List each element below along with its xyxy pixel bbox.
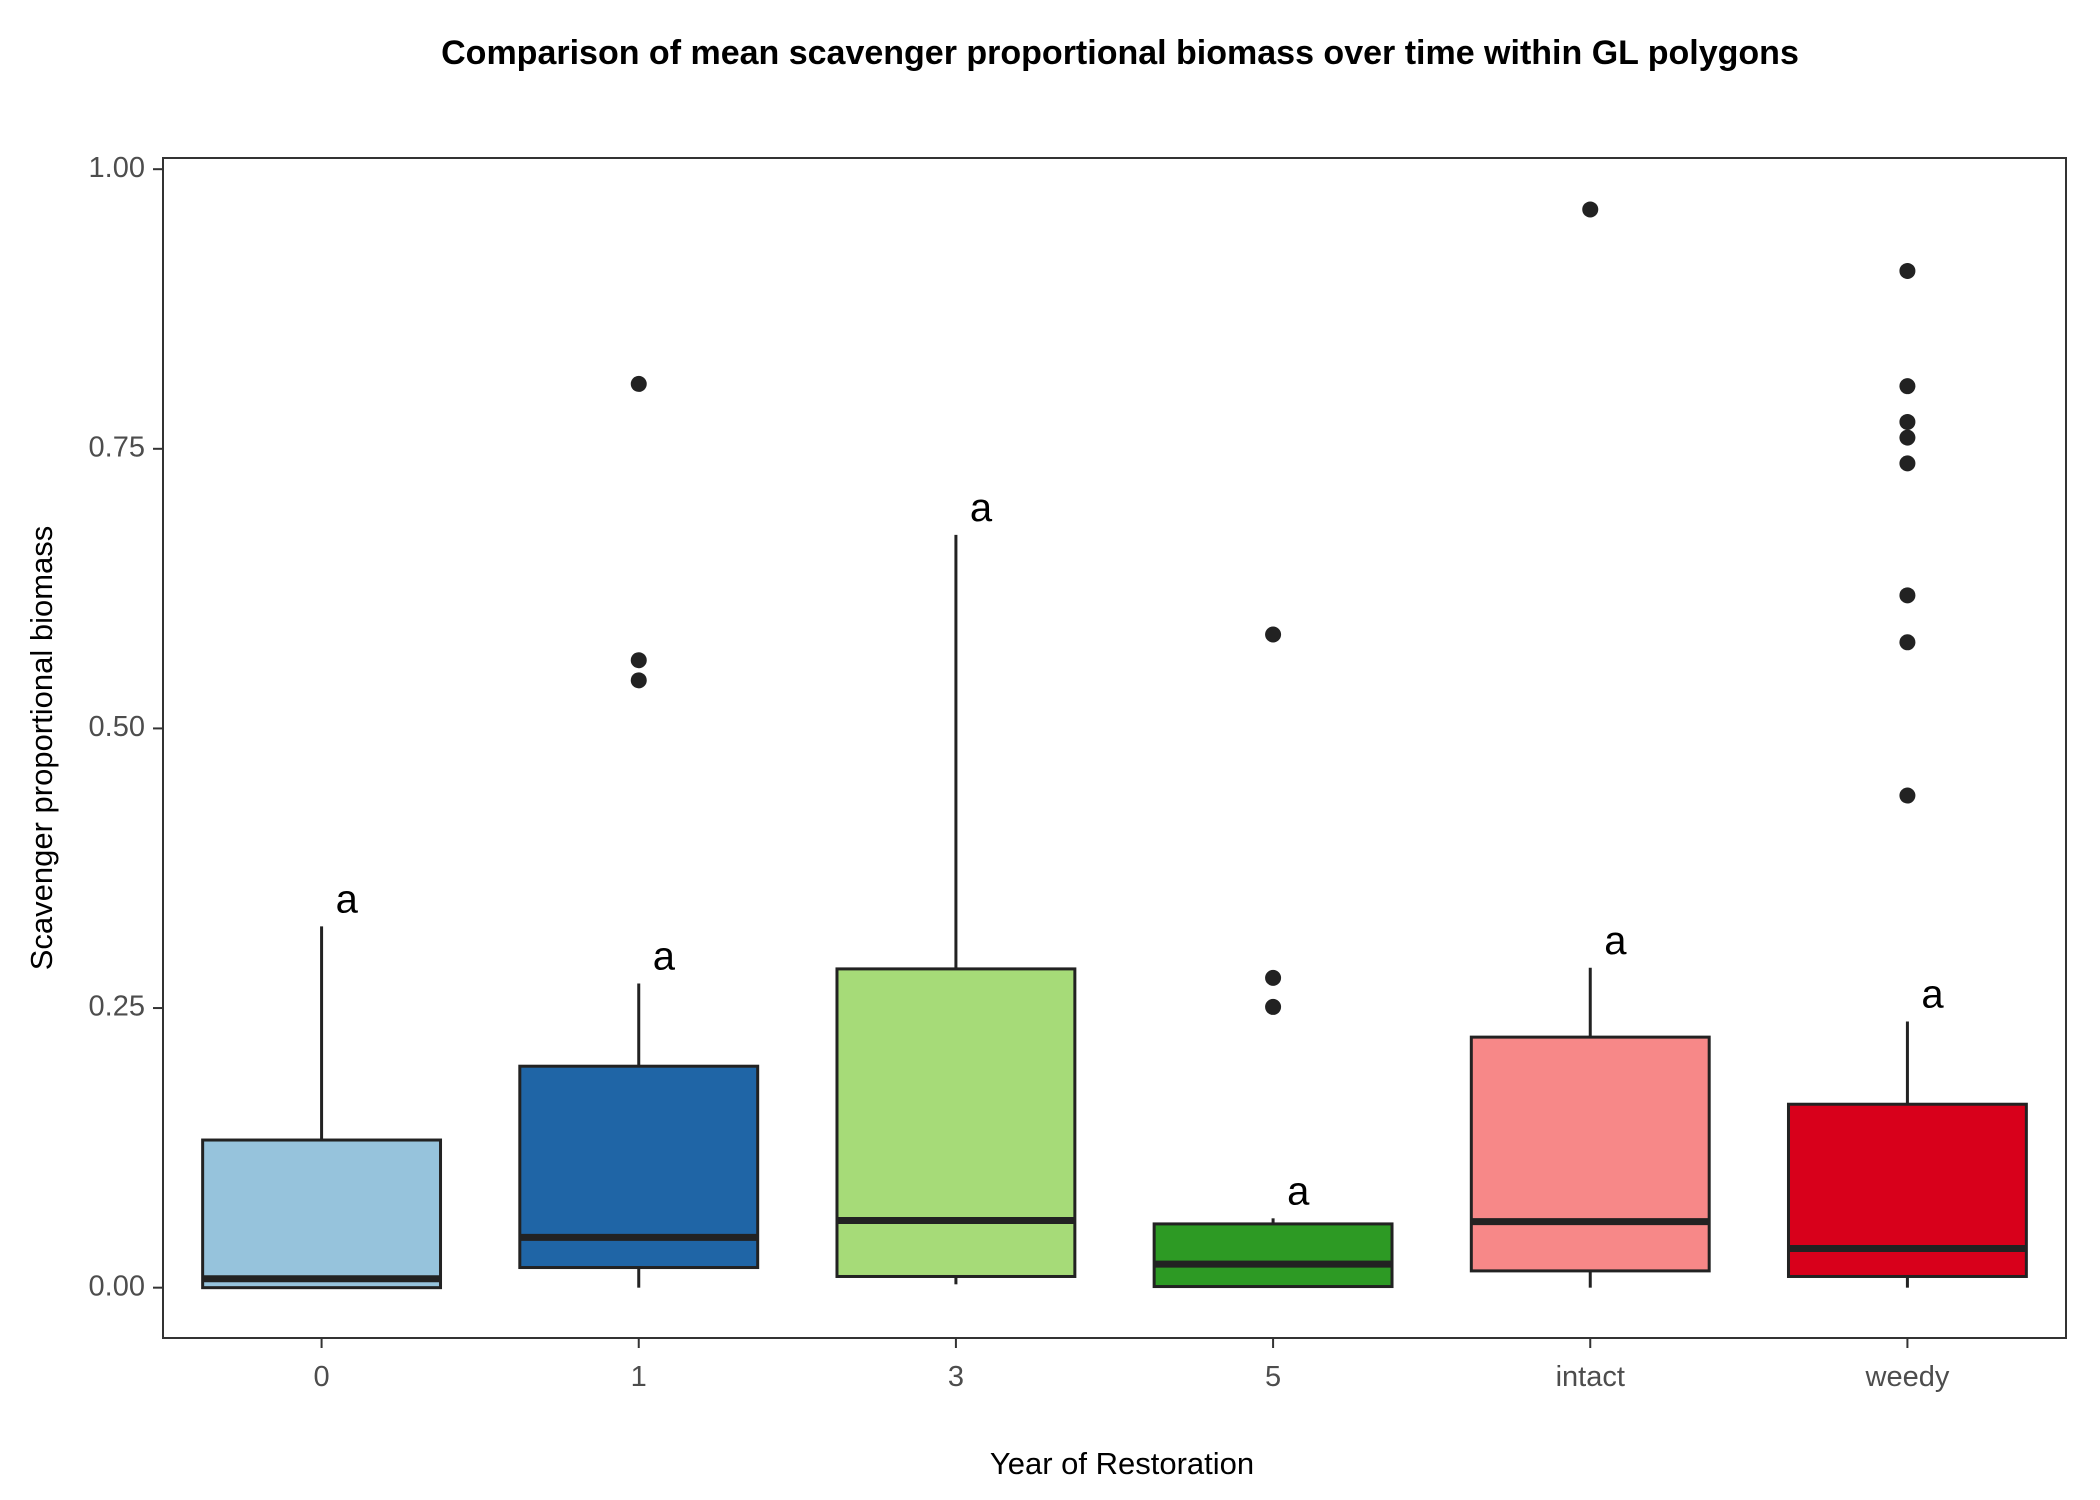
outlier-point-5-0 [1265,626,1282,643]
plot-panel-border [162,157,2067,1339]
x-tick-label-0: 0 [314,1361,330,1393]
box-group-weedy: a [1786,262,2028,1288]
outlier-point-1-1 [630,652,647,669]
box-group-1: a [518,375,760,1288]
box-intact [1469,1035,1711,1273]
significance-letter-0: a [336,877,359,921]
y-tick-label-4: 1.00 [89,152,145,184]
box-5 [1152,1222,1394,1289]
y-tick-label-3: 0.75 [89,431,145,463]
outlier-point-weedy-3 [1899,429,1916,446]
outlier-point-weedy-2 [1899,413,1916,430]
chart-title: Comparison of mean scavenger proportiona… [441,34,1799,72]
outlier-point-5-1 [1265,969,1282,986]
significance-letter-1: a [653,934,676,978]
box-group-5: a [1152,626,1394,1289]
x-axis-title: Year of Restoration [990,1446,1254,1481]
x-tick-label-3: 3 [948,1361,964,1393]
box-group-intact: a [1469,201,1711,1288]
y-tick-label-0: 0.00 [89,1270,145,1302]
box-3 [835,967,1077,1278]
outlier-point-1-2 [630,672,647,689]
y-tick-label-1: 0.25 [89,991,145,1023]
outlier-point-weedy-1 [1899,378,1916,395]
x-tick-label-1: 1 [631,1361,647,1393]
box-0 [201,1138,443,1290]
significance-letter-5: a [1287,1169,1310,1213]
y-axis-title: Scavenger proportional biomass [24,526,59,971]
outlier-point-intact-0 [1582,201,1599,218]
outlier-point-weedy-5 [1899,587,1916,604]
significance-letter-weedy: a [1921,972,1944,1016]
outlier-point-weedy-4 [1899,455,1916,472]
x-tick-label-5: 5 [1265,1361,1281,1393]
y-tick-label-2: 0.50 [89,711,145,743]
outlier-point-weedy-0 [1899,262,1916,279]
box-group-0: a [201,877,443,1290]
box-group-3: a [835,486,1077,1285]
x-tick-label-weedy: weedy [1865,1361,1950,1393]
plot-area: a a a a a a [201,201,2028,1290]
outlier-point-weedy-6 [1899,634,1916,651]
significance-letter-intact: a [1604,919,1627,963]
outlier-point-5-2 [1265,998,1282,1015]
axes: 0.00 0.25 0.50 0.75 1.00 0 1 3 5 intact weedy [89,152,1950,1393]
significance-letter-3: a [970,486,993,530]
x-tick-label-intact: intact [1556,1361,1625,1393]
outlier-point-weedy-7 [1899,787,1916,804]
outlier-point-1-0 [630,375,647,392]
